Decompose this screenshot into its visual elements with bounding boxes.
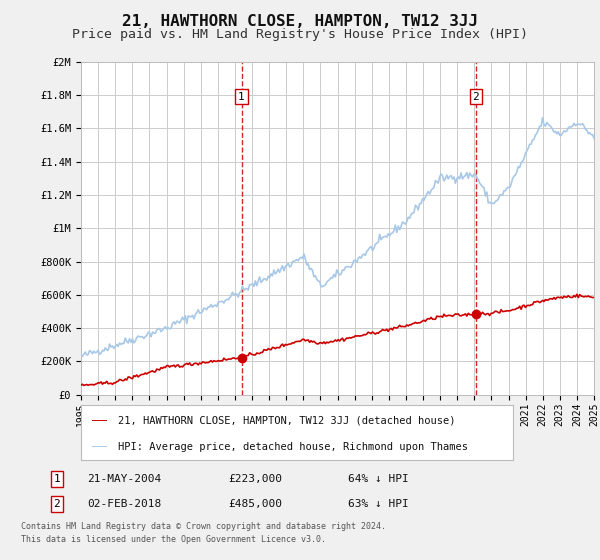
- Text: 21-MAY-2004: 21-MAY-2004: [87, 474, 161, 484]
- Text: £485,000: £485,000: [228, 499, 282, 509]
- Text: 21, HAWTHORN CLOSE, HAMPTON, TW12 3JJ: 21, HAWTHORN CLOSE, HAMPTON, TW12 3JJ: [122, 14, 478, 29]
- Text: 21, HAWTHORN CLOSE, HAMPTON, TW12 3JJ (detached house): 21, HAWTHORN CLOSE, HAMPTON, TW12 3JJ (d…: [118, 416, 456, 426]
- Text: 64% ↓ HPI: 64% ↓ HPI: [348, 474, 409, 484]
- Text: £223,000: £223,000: [228, 474, 282, 484]
- Text: 2: 2: [472, 92, 479, 101]
- Text: 2: 2: [53, 499, 61, 509]
- Text: ——: ——: [92, 414, 107, 427]
- Text: 02-FEB-2018: 02-FEB-2018: [87, 499, 161, 509]
- Text: 1: 1: [53, 474, 61, 484]
- Text: This data is licensed under the Open Government Licence v3.0.: This data is licensed under the Open Gov…: [21, 535, 326, 544]
- Text: 1: 1: [238, 92, 245, 101]
- Text: Price paid vs. HM Land Registry's House Price Index (HPI): Price paid vs. HM Land Registry's House …: [72, 28, 528, 41]
- Text: ——: ——: [92, 440, 107, 453]
- Text: Contains HM Land Registry data © Crown copyright and database right 2024.: Contains HM Land Registry data © Crown c…: [21, 522, 386, 531]
- Text: 63% ↓ HPI: 63% ↓ HPI: [348, 499, 409, 509]
- Text: HPI: Average price, detached house, Richmond upon Thames: HPI: Average price, detached house, Rich…: [118, 442, 468, 451]
